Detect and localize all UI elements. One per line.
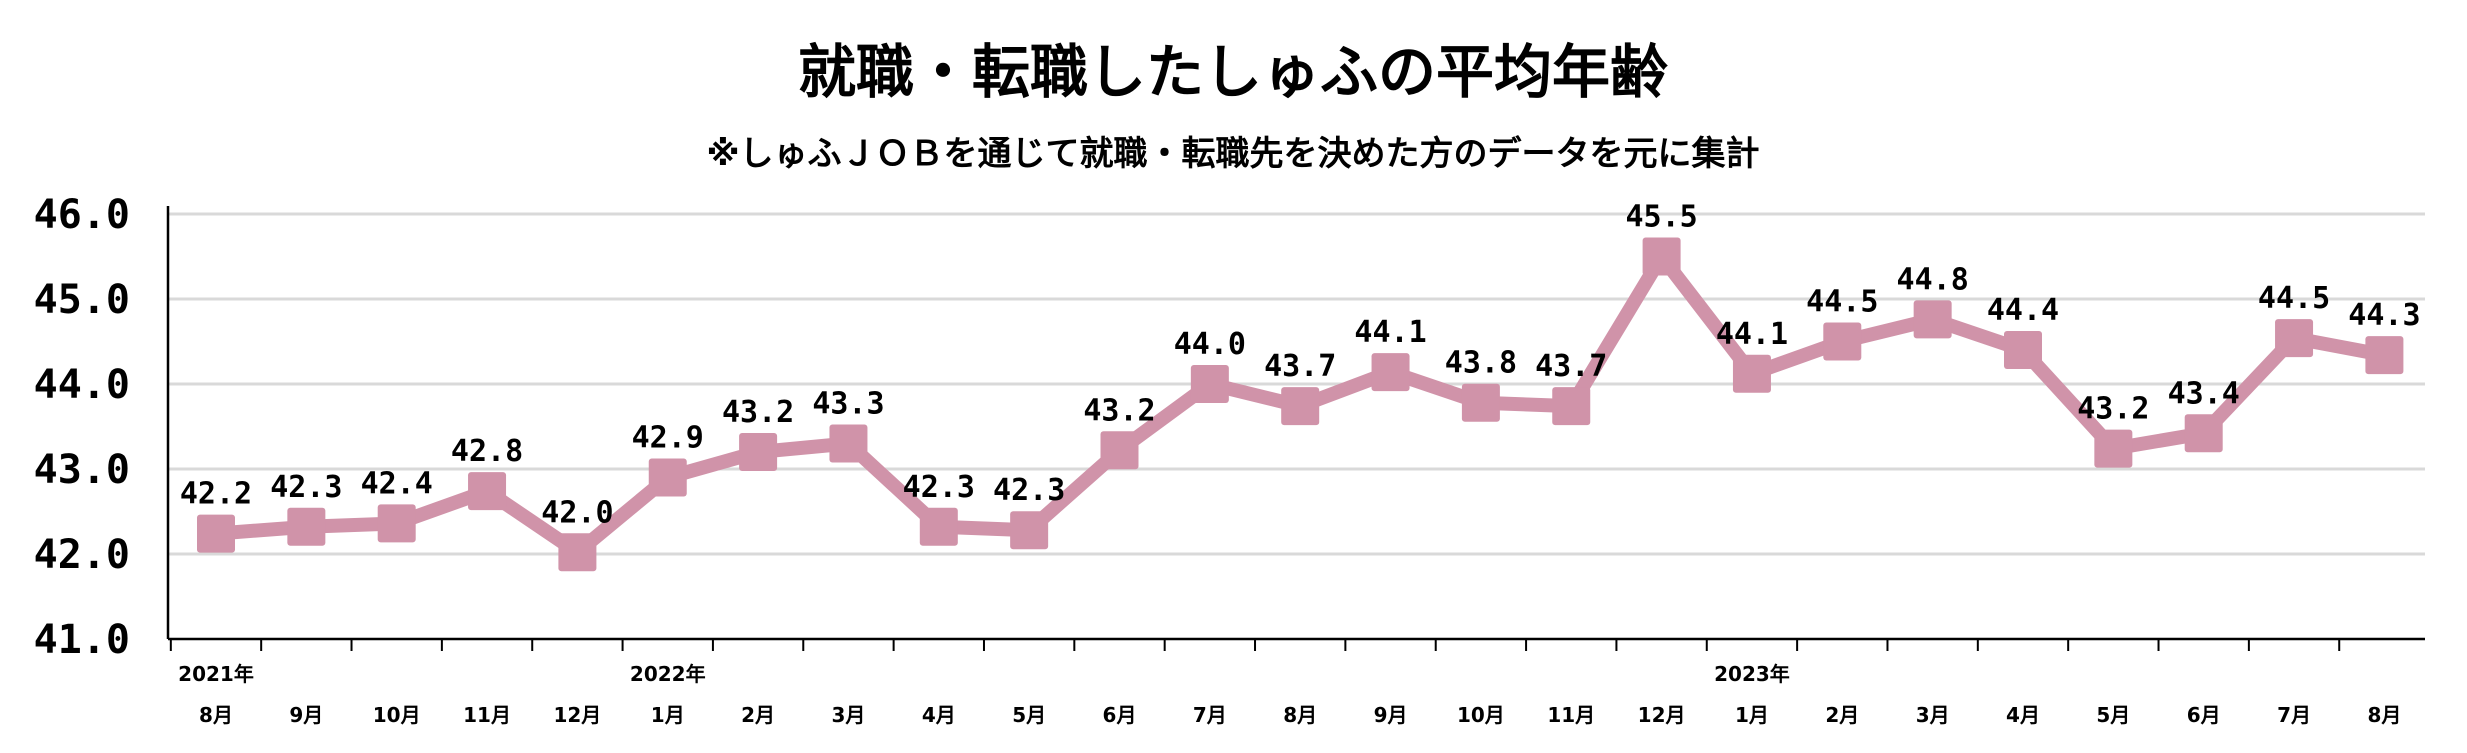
data-label: 42.3 <box>993 473 1065 508</box>
data-label: 42.8 <box>451 434 523 469</box>
data-label: 44.3 <box>2348 298 2420 333</box>
data-label: 44.8 <box>1897 262 1969 297</box>
data-labels: 42.2 42.3 42.4 42.8 42.0 42.9 43.2 43.3 42.3 42.3… <box>180 200 2421 531</box>
data-point <box>648 458 687 497</box>
data-label: 43.2 <box>722 395 794 430</box>
data-point <box>919 507 958 546</box>
data-point <box>1732 354 1771 393</box>
x-tick-label: 2月 <box>1825 703 1859 727</box>
chart-subtitle: ※しゅふＪＯＢを通じて就職・転職先を決めた方のデータを元に集計 <box>706 134 1759 174</box>
x-tick-label: 6月 <box>1103 703 1137 727</box>
data-point <box>1913 300 1952 339</box>
y-tick-label: 41.0 <box>34 617 130 663</box>
x-tick-label: 9月 <box>289 703 323 727</box>
data-point <box>468 472 507 511</box>
y-tick-label: 46.0 <box>34 192 130 238</box>
data-point <box>287 507 326 546</box>
x-tick-label: 1月 <box>651 703 685 727</box>
data-label: 43.7 <box>1535 349 1607 384</box>
x-tick-label: 4月 <box>922 703 956 727</box>
data-point <box>1100 431 1139 470</box>
data-point <box>558 533 597 572</box>
x-tick-label: 2月 <box>741 703 775 727</box>
x-tick-label: 11月 <box>1547 703 1595 727</box>
x-tick-label: 3月 <box>1916 703 1950 727</box>
x-tick-label: 8月 <box>2367 703 2401 727</box>
x-year-label: 2021年 <box>178 662 254 686</box>
x-tick-label: 10月 <box>1457 703 1505 727</box>
x-tick-label: 12月 <box>1638 703 1686 727</box>
data-point <box>2275 319 2314 358</box>
x-tick-label: 4月 <box>2006 703 2040 727</box>
data-label: 42.0 <box>541 495 613 530</box>
chart-title: 就職・転職したしゅふの平均年齢 <box>798 38 1668 106</box>
data-label: 44.5 <box>2258 281 2330 316</box>
data-label: 43.3 <box>812 387 884 422</box>
x-tick-label: 7月 <box>2277 703 2311 727</box>
data-label: 42.3 <box>903 470 975 505</box>
data-label: 44.1 <box>1716 317 1788 352</box>
data-label: 44.5 <box>1806 285 1878 320</box>
x-year-label: 2023年 <box>1714 662 1790 686</box>
data-label: 43.7 <box>1264 349 1336 384</box>
data-point <box>1371 353 1410 392</box>
x-year-label: 2022年 <box>630 662 706 686</box>
data-label: 42.9 <box>632 421 704 456</box>
data-label: 45.5 <box>1625 200 1697 235</box>
data-point <box>1281 387 1320 426</box>
x-tick-label: 6月 <box>2187 703 2221 727</box>
x-tick-label: 1月 <box>1735 703 1769 727</box>
data-label: 44.0 <box>1174 327 1246 362</box>
x-tick-label: 11月 <box>463 703 511 727</box>
data-point <box>2365 336 2404 375</box>
x-tick-label: 7月 <box>1193 703 1227 727</box>
data-label: 43.2 <box>1083 393 1155 428</box>
y-axis-ticks: 41.0 42.0 43.0 44.0 45.0 46.0 <box>34 192 130 663</box>
data-point <box>1823 322 1862 361</box>
data-label: 43.2 <box>2077 392 2149 427</box>
data-point <box>739 433 778 471</box>
data-point <box>377 504 416 543</box>
data-point <box>829 424 868 463</box>
y-tick-label: 44.0 <box>34 362 130 408</box>
data-label: 43.8 <box>1445 346 1517 381</box>
data-label: 42.2 <box>180 477 252 512</box>
data-point <box>2094 429 2133 468</box>
y-tick-label: 42.0 <box>34 532 130 578</box>
y-tick-label: 43.0 <box>34 447 130 493</box>
x-tick-label: 5月 <box>2096 703 2130 727</box>
data-point <box>1010 511 1049 550</box>
data-label: 43.4 <box>2168 376 2240 411</box>
x-tick-label: 8月 <box>199 703 233 727</box>
data-point <box>1552 387 1591 426</box>
data-point <box>1461 383 1500 422</box>
x-tick-label: 9月 <box>1374 703 1408 727</box>
data-label: 44.4 <box>1987 293 2059 328</box>
x-tick-label: 12月 <box>553 703 601 727</box>
x-tick-label: 10月 <box>373 703 421 727</box>
data-point <box>2004 331 2042 369</box>
data-point <box>1190 365 1229 403</box>
data-point <box>2184 414 2223 453</box>
x-tick-label: 5月 <box>1012 703 1046 727</box>
data-point <box>197 514 235 553</box>
data-label: 44.1 <box>1354 315 1426 350</box>
data-label: 42.3 <box>270 470 342 505</box>
data-label: 42.4 <box>361 466 433 501</box>
axes <box>166 206 2425 651</box>
data-point <box>1642 237 1681 276</box>
series-markers <box>197 237 2404 572</box>
y-tick-label: 45.0 <box>34 277 130 323</box>
x-tick-label: 3月 <box>831 703 865 727</box>
x-tick-label: 8月 <box>1283 703 1317 727</box>
grid-lines <box>168 212 2425 556</box>
x-axis-labels: 8月 9月 10月 11月 12月 1月 2月 3月 4月 5月 6月 7月 8月 9月 10月 11月 12月… <box>178 662 2401 727</box>
